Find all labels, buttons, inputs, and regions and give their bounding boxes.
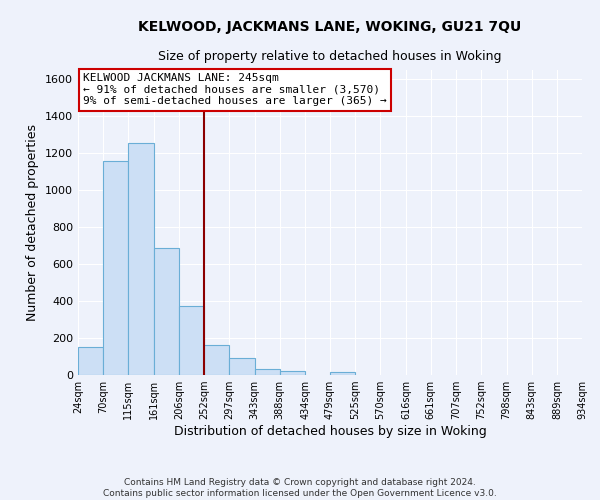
Bar	[330, 372, 355, 375]
Bar	[280, 372, 305, 375]
Text: KELWOOD JACKMANS LANE: 245sqm
← 91% of detached houses are smaller (3,570)
9% of: KELWOOD JACKMANS LANE: 245sqm ← 91% of d…	[83, 73, 387, 106]
Bar	[179, 306, 204, 375]
Text: Size of property relative to detached houses in Woking: Size of property relative to detached ho…	[158, 50, 502, 63]
Bar	[128, 143, 154, 375]
Bar	[204, 346, 229, 375]
Text: KELWOOD, JACKMANS LANE, WOKING, GU21 7QU: KELWOOD, JACKMANS LANE, WOKING, GU21 7QU	[139, 20, 521, 34]
X-axis label: Distribution of detached houses by size in Woking: Distribution of detached houses by size …	[173, 425, 487, 438]
Bar	[254, 368, 280, 375]
Text: Contains HM Land Registry data © Crown copyright and database right 2024.
Contai: Contains HM Land Registry data © Crown c…	[103, 478, 497, 498]
Bar	[154, 248, 179, 375]
Bar	[103, 160, 128, 375]
Bar	[229, 358, 254, 375]
Bar	[78, 348, 103, 375]
Y-axis label: Number of detached properties: Number of detached properties	[26, 124, 40, 321]
